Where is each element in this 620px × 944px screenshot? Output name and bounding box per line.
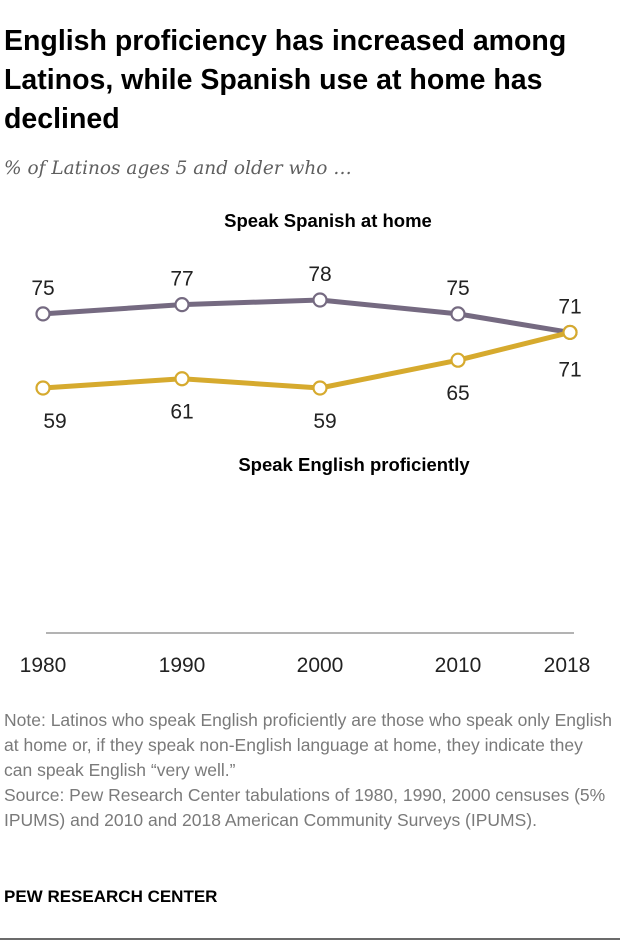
data-label: 75	[31, 277, 54, 300]
line-chart: 1980 1990 2000 2010 2018 75 77 78 75 71 59 61 59 65 7…	[20, 210, 591, 677]
source-text: Source: Pew Research Center tabulations …	[4, 785, 606, 830]
bottom-rule	[0, 938, 620, 940]
series-line-english	[40, 329, 573, 391]
data-label: 65	[446, 382, 469, 405]
data-label: 61	[170, 401, 193, 424]
note-text: Note: Latinos who speak English proficie…	[4, 710, 612, 780]
data-label: 59	[43, 410, 66, 433]
data-point	[35, 380, 51, 396]
data-point	[35, 306, 51, 322]
x-tick-label: 1980	[20, 654, 67, 677]
data-point	[450, 352, 466, 368]
chart-title: English proficiency has increased among …	[4, 25, 567, 135]
data-label: 75	[446, 277, 469, 300]
data-label: 71	[558, 295, 581, 318]
series-label-english: Speak English proficiently	[238, 454, 470, 475]
data-point	[450, 306, 466, 322]
data-label: 78	[308, 263, 331, 286]
x-tick-label: 2018	[544, 654, 591, 677]
data-label: 59	[313, 410, 336, 433]
brand-logo-text: PEW RESEARCH CENTER	[4, 887, 218, 906]
x-tick-label: 2000	[297, 654, 344, 677]
data-point	[312, 292, 328, 308]
data-point	[312, 380, 328, 396]
data-point	[174, 371, 190, 387]
series-label-spanish: Speak Spanish at home	[224, 210, 432, 231]
series-line-spanish	[40, 297, 573, 335]
data-point	[174, 297, 190, 313]
chart-subtitle: % of Latinos ages 5 and older who …	[4, 158, 352, 179]
data-label: 71	[558, 358, 581, 381]
data-point	[562, 324, 578, 341]
data-label: 77	[170, 268, 193, 291]
x-tick-label: 1990	[159, 654, 206, 677]
x-tick-label: 2010	[435, 654, 482, 677]
chart-notes: Note: Latinos who speak English proficie…	[4, 708, 614, 833]
